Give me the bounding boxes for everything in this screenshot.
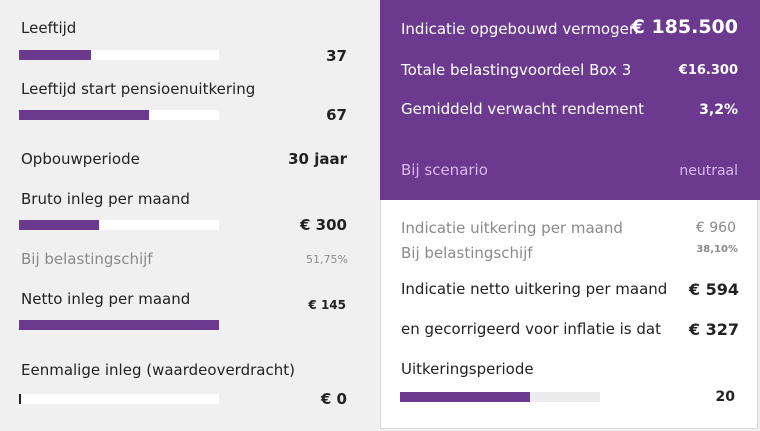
payout-net-label: Indicatie netto uitkering per maand [401, 280, 668, 298]
gross-monthly-value: € 300 [300, 216, 347, 234]
lump-sum-slider[interactable] [19, 394, 219, 404]
tax-bracket-label: Bij belastingschijf [21, 250, 153, 268]
lump-sum-value: € 0 [320, 390, 347, 408]
age-value: 37 [326, 47, 347, 65]
wealth-value: € 185.500 [631, 16, 738, 38]
return-value: 3,2% [699, 102, 738, 118]
age-label: Leeftijd [21, 19, 77, 37]
payout-period-slider[interactable] [400, 392, 600, 402]
return-label: Gemiddeld verwacht rendement [401, 100, 645, 118]
tax-benefit-value: €16.300 [678, 63, 738, 78]
scenario-value[interactable]: neutraal [679, 163, 738, 179]
build-period-value: 30 jaar [288, 150, 347, 168]
gross-monthly-label: Bruto inleg per maand [21, 190, 190, 208]
inflation-label: en gecorrigeerd voor inflatie is dat [401, 320, 661, 338]
scenario-label: Bij scenario [401, 161, 488, 179]
payout-period-slider-fill [400, 392, 530, 402]
net-monthly-slider-fill [19, 320, 219, 330]
payout-monthly-label: Indicatie uitkering per maand [401, 219, 623, 237]
payout-panel: Indicatie uitkering per maand € 960 Bij … [380, 200, 758, 429]
build-period-label: Opbouwperiode [21, 150, 140, 168]
payout-net-value: € 594 [688, 280, 739, 299]
tax-bracket-value: 51,75% [306, 253, 348, 266]
wealth-label: Indicatie opgebouwd vermogen [401, 20, 639, 38]
net-monthly-label: Netto inleg per maand [21, 290, 191, 308]
tax-benefit-label: Totale belastingvoordeel Box 3 [401, 61, 632, 79]
payout-period-value: 20 [715, 389, 735, 405]
summary-panel: Indicatie opgebouwd vermogen € 185.500 T… [380, 0, 760, 200]
gross-monthly-slider-fill [19, 220, 99, 230]
payout-tax-bracket-label: Bij belastingschijf [401, 244, 533, 262]
start-age-label: Leeftijd start pensioenuitkering [21, 80, 256, 98]
net-monthly-value: € 145 [308, 298, 346, 312]
age-slider[interactable] [19, 50, 219, 60]
start-age-slider[interactable] [19, 110, 219, 120]
inflation-value: € 327 [688, 320, 739, 339]
lump-sum-label: Eenmalige inleg (waardeoverdracht) [21, 361, 295, 379]
net-monthly-slider[interactable] [19, 320, 219, 330]
payout-period-label: Uitkeringsperiode [401, 360, 534, 378]
payout-tax-bracket-value: 38,10% [696, 244, 738, 255]
age-slider-fill [19, 50, 91, 60]
payout-monthly-value: € 960 [695, 220, 736, 236]
start-age-slider-fill [19, 110, 149, 120]
gross-monthly-slider[interactable] [19, 220, 219, 230]
lump-sum-slider-handle[interactable] [19, 394, 21, 404]
start-age-value: 67 [326, 106, 347, 124]
